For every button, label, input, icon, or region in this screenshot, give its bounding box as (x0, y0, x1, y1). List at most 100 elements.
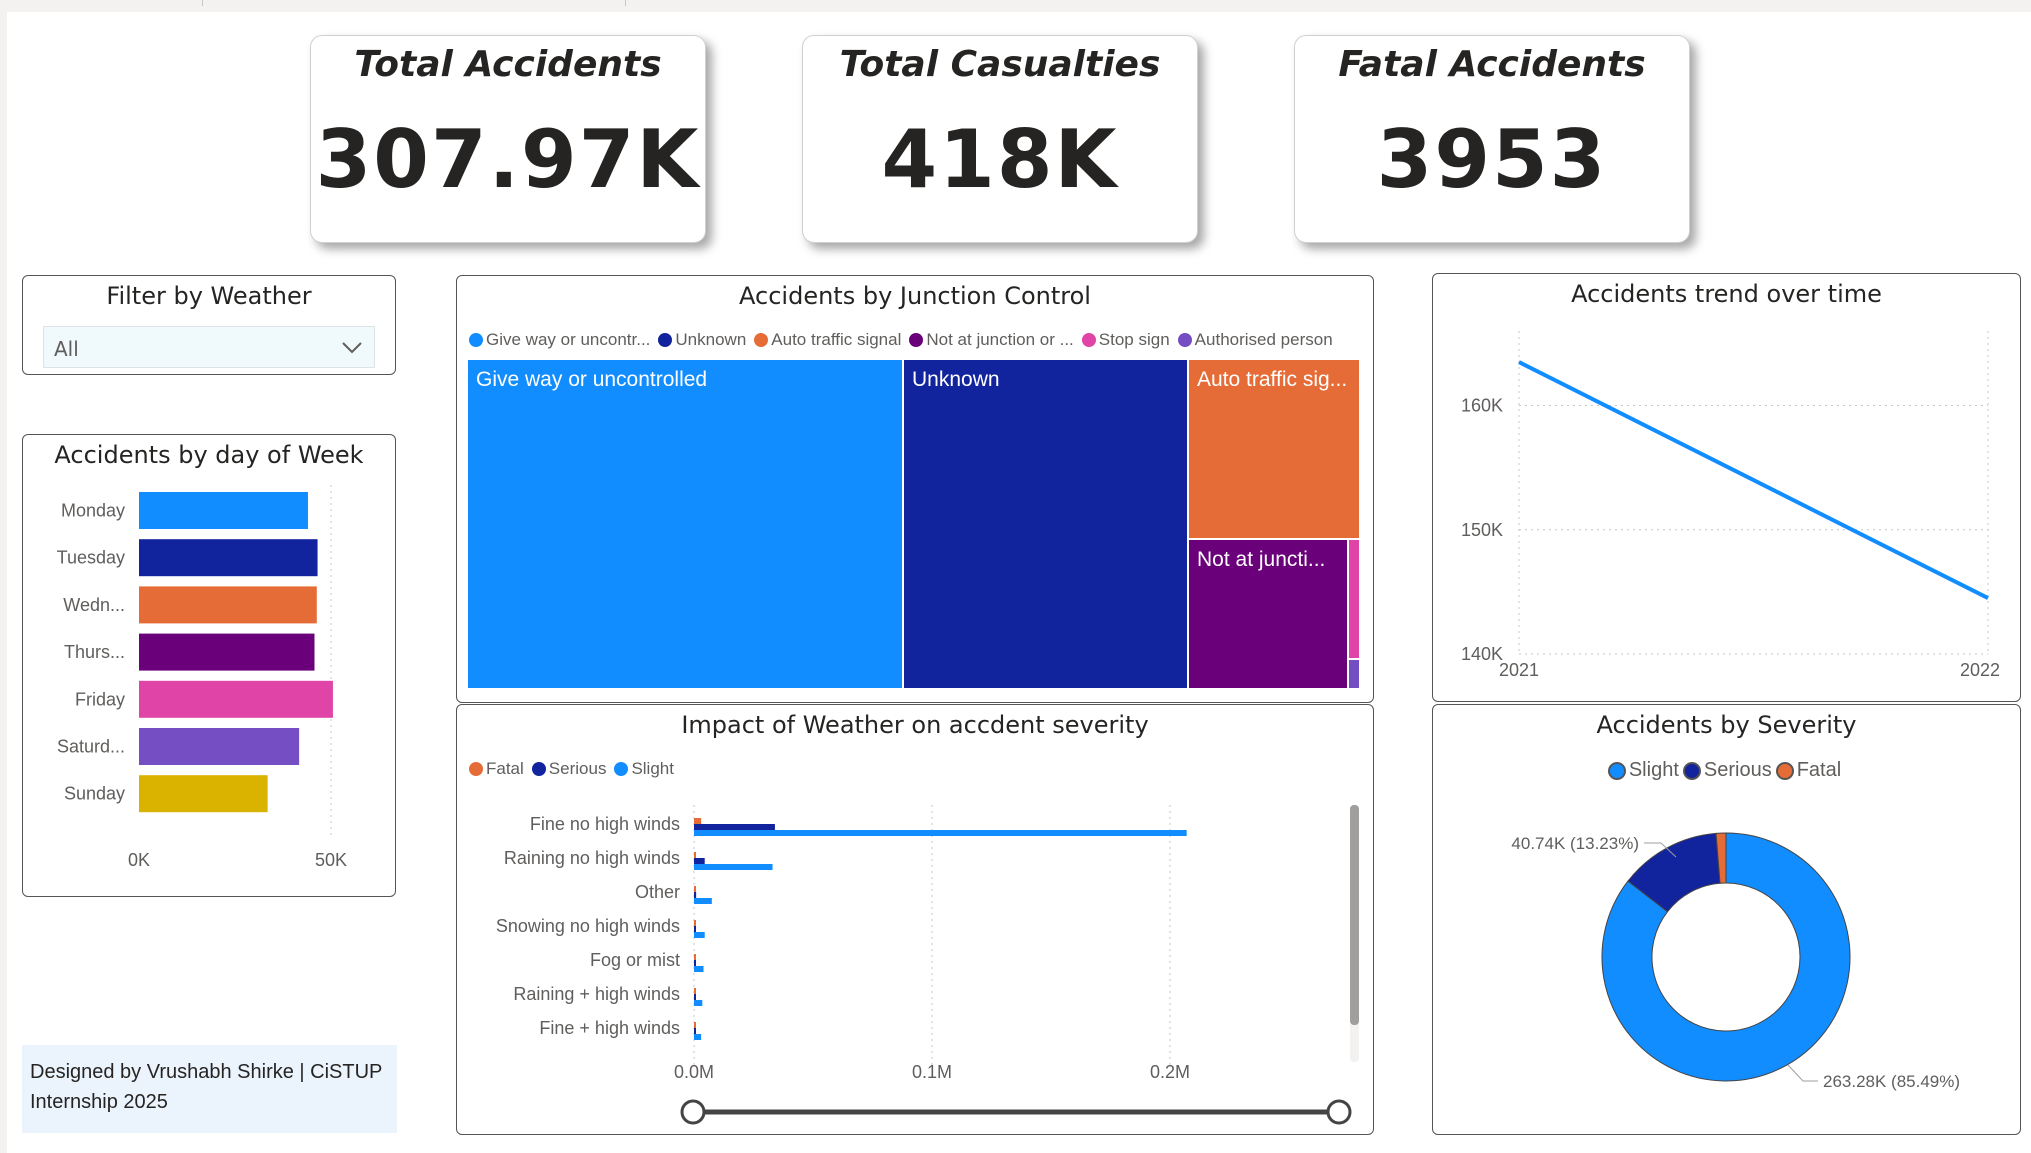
bar-slight (694, 898, 712, 904)
trend-line (1518, 360, 1989, 600)
kpi-card-total-casualties: Total Casualties 418K (802, 35, 1198, 243)
bar-slight (694, 1000, 703, 1006)
donut-slice-fatal[interactable] (1715, 832, 1727, 884)
legend-item[interactable]: Fatal (1775, 759, 1842, 782)
kpi-value: 307.97K (315, 113, 701, 206)
left-edge (0, 12, 7, 1153)
tab-divider (625, 0, 626, 6)
category-label: Snowing no high winds (496, 916, 680, 936)
legend-dot-icon (658, 333, 673, 347)
weather-severity-chart: Impact of Weather on accdent severity Fa… (456, 704, 1374, 1135)
bar-slight (694, 966, 704, 972)
legend-dot-icon (1607, 761, 1626, 780)
bar-fatal (694, 818, 702, 824)
day-chart-plot: Monday Tuesday Wedn... Thurs... Friday Saturd… (57, 485, 347, 870)
category-label: Raining no high winds (504, 848, 680, 868)
category-label: Friday (75, 689, 125, 709)
range-slider-start-handle[interactable] (680, 1099, 706, 1125)
legend-dot-icon (1682, 761, 1701, 780)
legend-item[interactable]: Give way or uncontr... (469, 330, 650, 350)
bar-slight (694, 830, 1187, 836)
treemap-cell[interactable]: Give way or uncontrolled (468, 360, 904, 690)
severity-donut-chart: Accidents by Severity Slight Serious Fatal… (1432, 704, 2021, 1135)
treemap-cell[interactable] (1349, 540, 1361, 660)
legend-item[interactable]: Not at junction or ... (909, 330, 1074, 350)
legend-dot-icon (614, 762, 629, 776)
bar-serious (694, 960, 696, 966)
bar (139, 680, 333, 718)
treemap-cell-label: Unknown (912, 368, 1000, 391)
chevron-down-icon (342, 342, 362, 354)
legend-item[interactable]: Auto traffic signal (754, 330, 901, 350)
treemap-cell[interactable]: Not at juncti... (1189, 540, 1349, 690)
x-tick-label: 0K (128, 850, 150, 870)
x-tick-label: 2022 (1960, 660, 2000, 680)
weather-dropdown[interactable]: All (43, 326, 375, 368)
category-label: Fine no high winds (530, 814, 680, 834)
y-tick-label: 160K (1461, 396, 1503, 416)
legend-item[interactable]: Serious (1682, 759, 1772, 782)
bar-fatal (694, 988, 696, 994)
legend-label: Fatal (1796, 759, 1842, 781)
kpi-value: 418K (881, 113, 1119, 206)
junction-legend: Give way or uncontr... Unknown Auto traffi… (469, 330, 1341, 352)
legend-label: Serious (1703, 759, 1772, 781)
scrollbar-thumb[interactable] (1350, 805, 1359, 1025)
dropdown-value: All (54, 337, 79, 361)
legend-item[interactable]: Unknown (658, 330, 746, 350)
chart-title: Accidents by day of Week (54, 441, 364, 469)
bar-serious (694, 824, 775, 830)
bar-fatal (694, 954, 696, 960)
legend-item[interactable]: Slight (614, 759, 674, 779)
designer-credit: Designed by Vrushabh Shirke | CiSTUP Int… (22, 1045, 397, 1133)
chart-title: Accidents by Severity (1596, 711, 1857, 739)
legend-item[interactable]: Stop sign (1081, 330, 1170, 350)
tab-divider (202, 0, 203, 6)
bar-fatal (694, 852, 696, 858)
bar-slight (694, 864, 773, 870)
treemap-area: Give way or uncontrolled Unknown Auto traf… (468, 360, 1361, 690)
bar (139, 775, 268, 813)
bar (139, 586, 317, 624)
legend-dot-icon (1081, 333, 1096, 347)
kpi-card-fatal-accidents: Fatal Accidents 3953 (1294, 35, 1690, 243)
bar (139, 633, 315, 671)
bar-serious (694, 892, 697, 898)
slicer-title: Filter by Weather (106, 282, 312, 310)
legend-item[interactable]: Slight (1607, 759, 1679, 782)
treemap-cell-label: Give way or uncontrolled (476, 368, 708, 391)
legend-dot-icon (469, 333, 483, 347)
chart-title: Impact of Weather on accdent severity (681, 711, 1149, 739)
treemap-cell-label: Auto traffic sig... (1197, 368, 1348, 391)
bar-serious (694, 926, 696, 932)
trend-chart: Accidents trend over time 160K 150K 140K 20… (1432, 273, 2021, 702)
range-slider-end-handle[interactable] (1326, 1099, 1352, 1125)
leader-line (1787, 1064, 1818, 1082)
legend-label: Give way or uncontr... (486, 330, 651, 349)
donut-slice-slight[interactable] (1601, 832, 1851, 1082)
legend-label: Auto traffic signal (771, 330, 902, 349)
legend-label: Slight (631, 759, 674, 778)
legend-item[interactable]: Fatal (469, 759, 524, 779)
kpi-value: 3953 (1376, 113, 1608, 206)
y-tick-label: 140K (1461, 644, 1503, 664)
chart-title: Accidents trend over time (1571, 280, 1882, 308)
x-tick-label: 0.1M (912, 1062, 952, 1082)
kpi-title: Total Accidents (354, 44, 662, 85)
legend-item[interactable]: Authorised person (1177, 330, 1333, 350)
treemap-cell[interactable]: Auto traffic sig... (1189, 360, 1361, 540)
legend-dot-icon (469, 762, 483, 776)
legend-item[interactable]: Serious (531, 759, 606, 779)
kpi-card-total-accidents: Total Accidents 307.97K (310, 35, 706, 243)
treemap-cell-label: Not at juncti... (1197, 548, 1326, 571)
data-label-slight: 263.28K (85.49%) (1823, 1072, 1960, 1091)
treemap-cell[interactable] (1349, 660, 1361, 690)
x-tick-label: 2021 (1499, 660, 1539, 680)
weather-filter-slicer: Filter by Weather All (22, 275, 396, 375)
treemap-cell[interactable]: Unknown (904, 360, 1189, 690)
kpi-title: Total Casualties (839, 44, 1161, 85)
bar (139, 492, 308, 529)
bar-slight (694, 1034, 702, 1040)
kpi-title: Fatal Accidents (1338, 44, 1646, 85)
